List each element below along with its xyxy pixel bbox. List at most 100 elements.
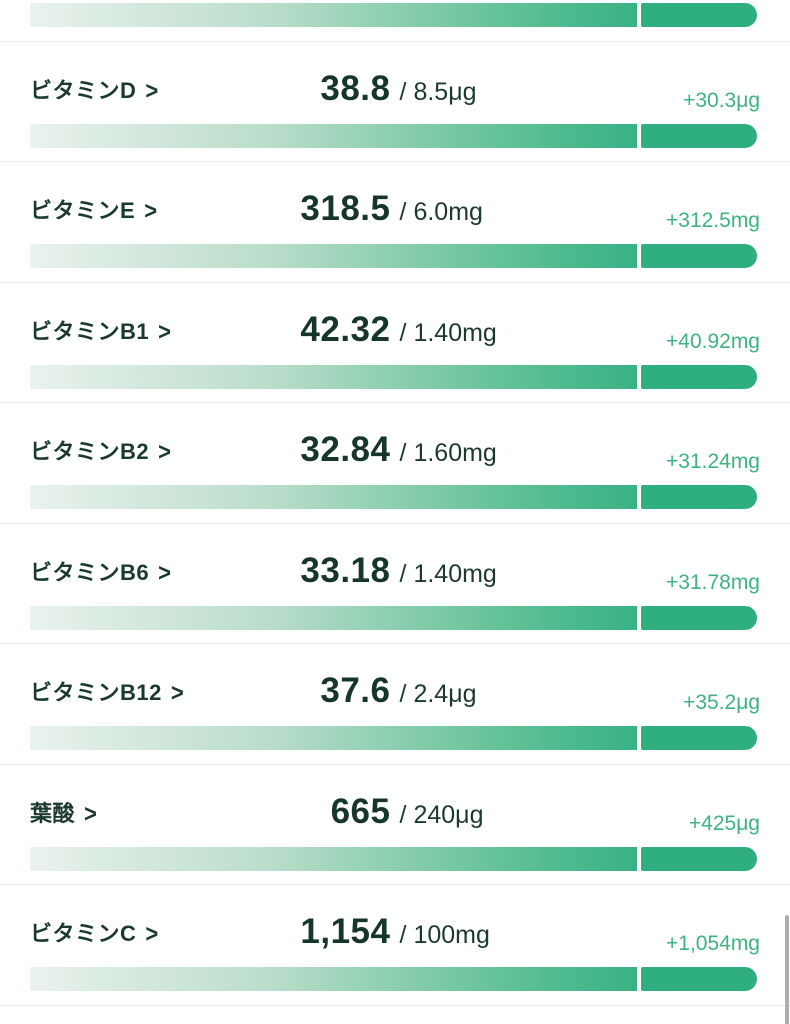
- value-separator: /: [399, 921, 407, 949]
- value-separator: /: [399, 439, 407, 467]
- progress-bar-overflow: [641, 605, 757, 630]
- progress-bar: [30, 726, 757, 750]
- value-separator: /: [399, 318, 407, 347]
- over-amount-badge: +1,054mg: [666, 932, 760, 955]
- nutrient-name: ビタミンE: [30, 198, 136, 223]
- progress-bar-main: [30, 244, 638, 268]
- progress-bar-main: [30, 967, 638, 991]
- nutrient-row-partial-bottom: [0, 1005, 790, 1024]
- nutrient-row-vitamin-d[interactable]: ビタミンD > 38.8 /8.5μg +30.3μg: [0, 41, 790, 162]
- target-value: /1.40mg: [391, 560, 616, 589]
- progress-bar: [30, 364, 757, 389]
- progress-bar-main: [30, 846, 638, 871]
- chevron-right-icon: >: [158, 557, 172, 587]
- target-amount: 6.0mg: [413, 198, 483, 226]
- nutrient-row-folate[interactable]: 葉酸 > 665 /240μg +425μg: [0, 764, 790, 885]
- progress-bar-overflow: [641, 846, 757, 871]
- value-group: 665 /240μg: [175, 792, 615, 832]
- nutrient-row-vitamin-b12[interactable]: ビタミンB12 > 37.6 /2.4μg +35.2μg: [0, 644, 790, 765]
- progress-bar-main: [30, 485, 638, 509]
- target-value: /100mg: [391, 921, 616, 950]
- progress-bar-overflow: [641, 244, 757, 268]
- progress-bar: [30, 605, 757, 630]
- target-amount: 1.40mg: [413, 318, 497, 347]
- chevron-right-icon: >: [145, 919, 159, 948]
- nutrient-label-link[interactable]: ビタミンC >: [30, 916, 159, 948]
- nutrient-name: ビタミンB12: [30, 680, 162, 705]
- target-amount: 240μg: [413, 800, 484, 829]
- target-amount: 100mg: [413, 921, 490, 949]
- value-group: 1,154 /100mg: [175, 912, 615, 952]
- nutrient-name: ビタミンB2: [30, 439, 150, 464]
- value-separator: /: [399, 559, 407, 588]
- nutrient-label-link[interactable]: ビタミンB6 >: [30, 555, 171, 587]
- nutrient-row-vitamin-b6[interactable]: ビタミンB6 > 33.18 /1.40mg +31.78mg: [0, 523, 790, 644]
- over-amount-badge: +31.78mg: [666, 570, 760, 594]
- progress-bar-main: [30, 123, 638, 148]
- progress-bar-overflow: [641, 726, 757, 750]
- intake-value: 318.5: [300, 189, 391, 228]
- intake-value: 37.6: [320, 671, 391, 710]
- nutrient-row-partial-top: [0, 0, 790, 42]
- progress-bar: [30, 485, 757, 509]
- chevron-right-icon: >: [158, 437, 172, 466]
- progress-bar-overflow: [641, 123, 757, 148]
- nutrient-label-link[interactable]: ビタミンB2 >: [30, 434, 171, 466]
- target-amount: 1.60mg: [413, 439, 497, 467]
- nutrient-label-link[interactable]: ビタミンB12 >: [30, 675, 184, 707]
- scrollbar[interactable]: [785, 915, 789, 1024]
- chevron-right-icon: >: [170, 678, 185, 707]
- progress-bar: [30, 967, 757, 991]
- over-amount-badge: +30.3μg: [683, 88, 760, 112]
- chevron-right-icon: >: [144, 196, 158, 225]
- progress-bar: [30, 244, 757, 268]
- target-value: /8.5μg: [391, 78, 616, 107]
- nutrient-label-link[interactable]: 葉酸 >: [30, 796, 97, 828]
- progress-bar-main: [30, 3, 638, 27]
- nutrient-row-vitamin-e[interactable]: ビタミンE > 318.5 /6.0mg +312.5mg: [0, 162, 790, 283]
- target-value: /6.0mg: [391, 198, 616, 227]
- value-separator: /: [399, 800, 407, 829]
- over-amount-badge: +425μg: [688, 811, 760, 835]
- intake-value: 38.8: [320, 68, 391, 108]
- value-group: 38.8 /8.5μg: [175, 69, 615, 109]
- value-group: 37.6 /2.4μg: [175, 671, 615, 711]
- nutrient-row-vitamin-b1[interactable]: ビタミンB1 > 42.32 /1.40mg +40.92mg: [0, 282, 790, 403]
- target-value: /2.4μg: [391, 680, 616, 709]
- value-separator: /: [399, 198, 407, 226]
- nutrient-label-link[interactable]: ビタミンB1 >: [30, 314, 171, 346]
- value-separator: /: [399, 77, 407, 106]
- over-amount-badge: +31.24mg: [666, 450, 760, 473]
- nutrient-label-link[interactable]: ビタミンE >: [30, 193, 158, 225]
- nutrient-label-link[interactable]: ビタミンD >: [30, 73, 159, 105]
- intake-value: 32.84: [300, 430, 391, 469]
- intake-value: 1,154: [300, 912, 391, 951]
- chevron-right-icon: >: [145, 75, 159, 105]
- progress-bar-overflow: [641, 485, 757, 509]
- intake-value: 665: [330, 791, 391, 831]
- over-amount-badge: +40.92mg: [666, 329, 760, 353]
- progress-bar-overflow: [641, 3, 757, 27]
- target-value: /1.60mg: [391, 439, 616, 468]
- target-amount: 2.4μg: [413, 680, 477, 708]
- nutrient-row-vitamin-c[interactable]: ビタミンC > 1,154 /100mg +1,054mg: [0, 885, 790, 1006]
- nutrient-name: ビタミンD: [30, 77, 137, 103]
- nutrient-name: ビタミンB6: [30, 559, 150, 585]
- intake-value: 33.18: [300, 550, 391, 590]
- progress-bar-main: [30, 726, 638, 750]
- target-value: /1.40mg: [391, 319, 616, 348]
- value-group: 32.84 /1.60mg: [175, 430, 615, 470]
- value-separator: /: [399, 680, 407, 708]
- nutrient-row-vitamin-b2[interactable]: ビタミンB2 > 32.84 /1.60mg +31.24mg: [0, 403, 790, 524]
- progress-bar-main: [30, 605, 638, 630]
- over-amount-badge: +35.2μg: [683, 691, 760, 714]
- nutrient-name: 葉酸: [30, 800, 76, 826]
- value-group: 33.18 /1.40mg: [175, 551, 615, 591]
- chevron-right-icon: >: [84, 798, 98, 828]
- chevron-right-icon: >: [158, 316, 172, 346]
- value-group: 318.5 /6.0mg: [175, 189, 615, 229]
- nutrient-name: ビタミンB1: [30, 318, 150, 344]
- progress-bar-overflow: [641, 364, 757, 389]
- value-group: 42.32 /1.40mg: [175, 310, 615, 350]
